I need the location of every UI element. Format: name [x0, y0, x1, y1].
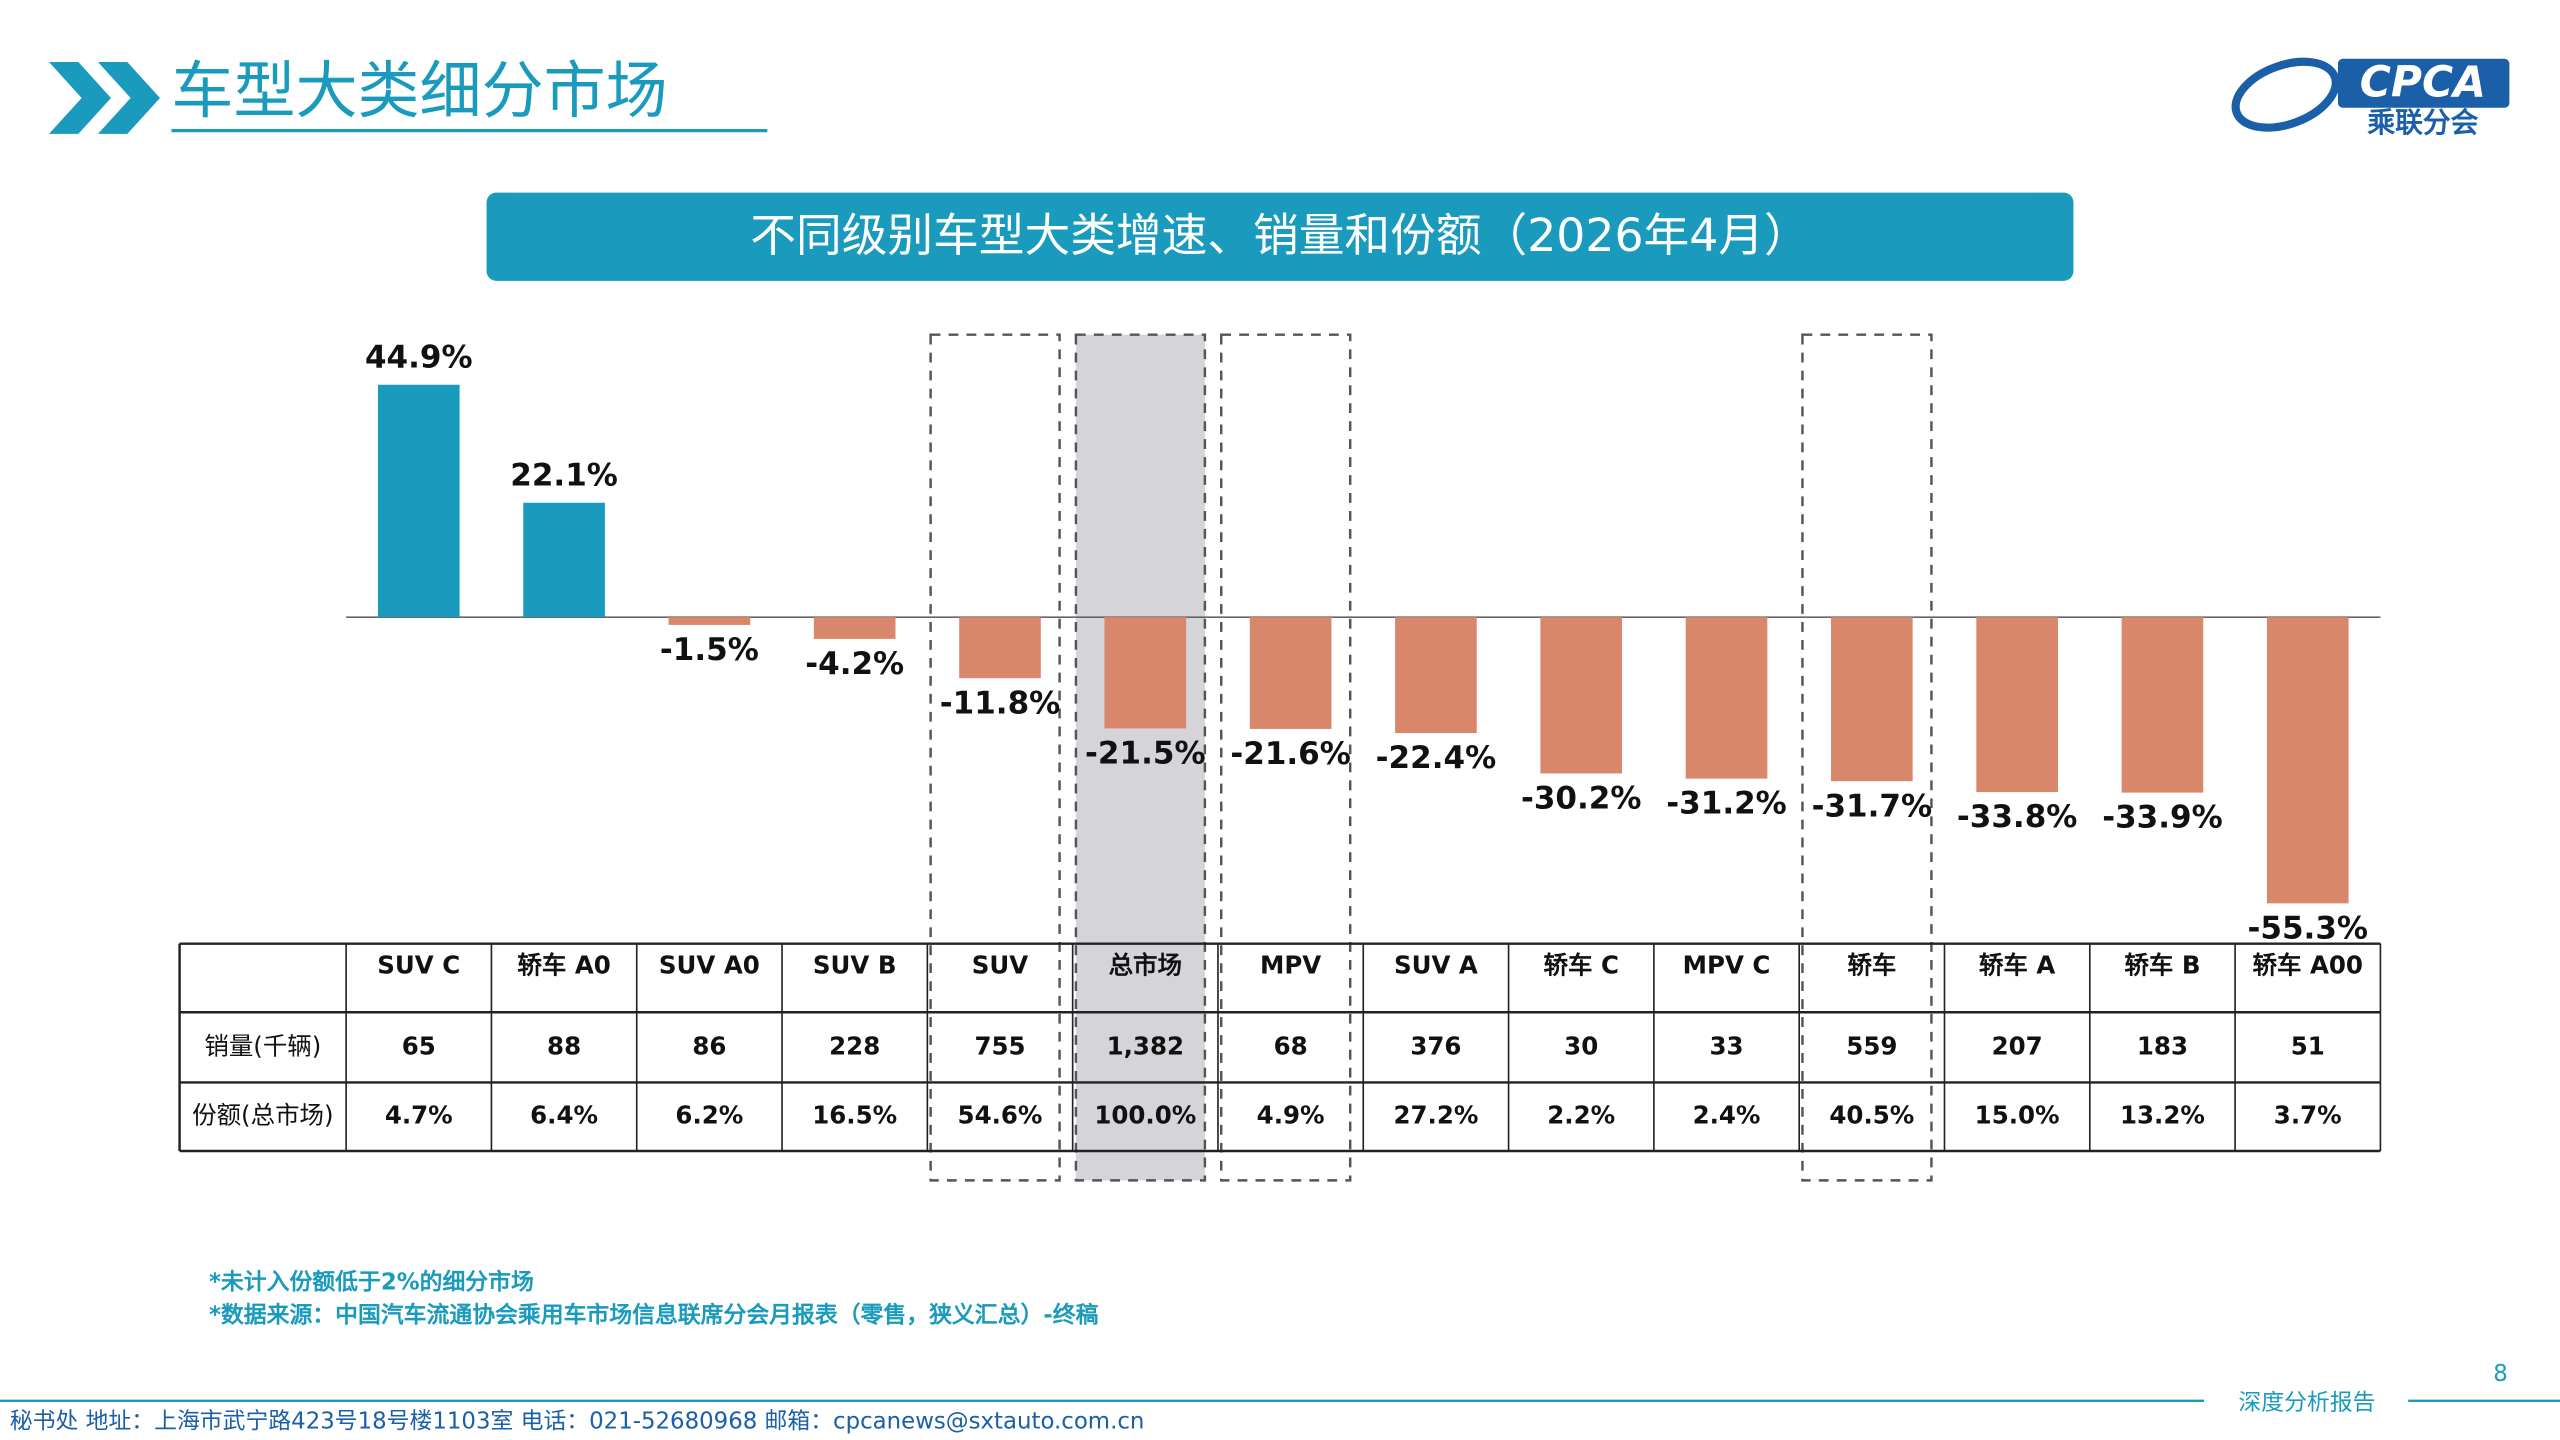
bar: [1249, 617, 1332, 729]
table-cell: 100.0%: [1094, 1101, 1196, 1130]
table-cell: 54.6%: [958, 1101, 1043, 1130]
chart: 44.9% SUV C 65 4.7% 22.1% 轿车 A0 88 6.4% -1.5% SUV…: [178, 333, 2382, 1182]
data-label: 44.9%: [365, 340, 473, 376]
category-label: SUV A: [1394, 951, 1478, 980]
footer-address: 秘书处 地址：上海市武宁路423号18号楼1103室 电话：021-526809…: [10, 1409, 1145, 1435]
page-title: 车型大类细分市场: [171, 54, 667, 127]
bar: [668, 617, 751, 625]
note: *数据来源：中国汽车流通协会乘用车市场信息联席分会月报表（零售，狭义汇总）-终稿: [209, 1301, 1099, 1328]
data-label: -1.5%: [660, 632, 759, 668]
highlight-box: [1801, 333, 1933, 1182]
data-label: -30.2%: [1521, 781, 1641, 817]
logo-text: CPCA: [2360, 58, 2486, 107]
table-cell: 33: [1709, 1031, 1743, 1060]
data-label: -33.8%: [1957, 799, 2077, 835]
bar: [1976, 617, 2058, 793]
category-label: SUV C: [377, 951, 460, 980]
data-label: -21.5%: [1085, 736, 1205, 772]
data-label: -21.6%: [1230, 736, 1350, 772]
data-label: -4.2%: [805, 646, 904, 682]
data-label: -33.9%: [2102, 800, 2222, 836]
highlight-box: [1074, 333, 1207, 1182]
table-cell: 68: [1274, 1031, 1308, 1060]
category-label: 轿车 A: [1979, 951, 2055, 980]
data-label: -55.3%: [2248, 910, 2368, 946]
bar: [1104, 617, 1187, 729]
table-cell: 2.2%: [1547, 1101, 1615, 1130]
chart-title: 不同级别车型大类增速、销量和份额（2026年4月）: [750, 209, 1809, 262]
category-label: 轿车 A0: [517, 951, 610, 980]
category-label: 轿车 B: [2124, 951, 2200, 980]
table-cell: 559: [1846, 1031, 1897, 1060]
bar: [523, 502, 605, 618]
table-cell: 228: [829, 1031, 880, 1060]
table-cell: 30: [1564, 1031, 1598, 1060]
bar: [1831, 617, 1913, 782]
table-cell: 4.7%: [385, 1101, 453, 1130]
report-label: 深度分析报告: [2238, 1390, 2375, 1416]
table-cell: 88: [547, 1031, 581, 1060]
category-label: 总市场: [1109, 951, 1182, 980]
table-cell: 65: [402, 1031, 436, 1060]
bar: [959, 617, 1041, 679]
table-cell: 376: [1410, 1031, 1461, 1060]
bar: [1685, 617, 1768, 779]
category-label: 轿车: [1847, 951, 1896, 980]
table-cell: 6.2%: [675, 1101, 743, 1130]
category-label: 轿车 A00: [2253, 951, 2363, 980]
data-label: -31.2%: [1666, 786, 1786, 822]
category-label: 轿车 C: [1544, 951, 1619, 980]
table-cell: 27.2%: [1393, 1101, 1478, 1130]
table-cell: 16.5%: [812, 1101, 897, 1130]
table-cell: 183: [2137, 1031, 2188, 1060]
table-cell: 3.7%: [2274, 1101, 2342, 1130]
note: *未计入份额低于2%的细分市场: [209, 1269, 534, 1296]
data-label: -22.4%: [1376, 740, 1496, 776]
bar: [2121, 617, 2204, 793]
bar: [1540, 617, 1623, 774]
bar: [813, 617, 896, 639]
data-label: -31.7%: [1812, 788, 1932, 824]
table-cell: 51: [2291, 1031, 2325, 1060]
row-label: 销量(千辆): [204, 1031, 321, 1060]
page-number: 8: [2493, 1361, 2508, 1387]
logo-sub: 乘联分会: [2366, 106, 2478, 139]
highlight-box: [929, 333, 1061, 1182]
highlight-shade: [1075, 334, 1205, 1181]
logo: CPCA 乘联分会: [2231, 57, 2510, 139]
table-cell: 15.0%: [1975, 1101, 2060, 1130]
row-label: 份额(总市场): [192, 1101, 333, 1130]
table-cell: 207: [1992, 1031, 2043, 1060]
data-label: -11.8%: [940, 685, 1060, 721]
table-cell: 13.2%: [2120, 1101, 2205, 1130]
table-cell: 4.9%: [1257, 1101, 1325, 1130]
category-label: MPV C: [1683, 951, 1771, 980]
table-cell: 86: [692, 1031, 726, 1060]
category-label: SUV: [972, 951, 1028, 980]
table-cell: 755: [974, 1031, 1025, 1060]
category-label: SUV A0: [659, 951, 760, 980]
table-cell: 6.4%: [530, 1101, 598, 1130]
bar: [1395, 617, 1477, 734]
bar: [377, 384, 460, 618]
table-cell: 2.4%: [1693, 1101, 1761, 1130]
highlight-box: [1220, 333, 1352, 1182]
title-chevrons: [48, 62, 160, 134]
category-label: MPV: [1260, 951, 1321, 980]
chart-title-bar: [486, 192, 2074, 281]
data-label: 22.1%: [510, 458, 618, 494]
table-cell: 1,382: [1107, 1031, 1184, 1060]
bar: [2266, 617, 2349, 904]
category-label: SUV B: [813, 951, 897, 980]
table-cell: 40.5%: [1829, 1101, 1914, 1130]
